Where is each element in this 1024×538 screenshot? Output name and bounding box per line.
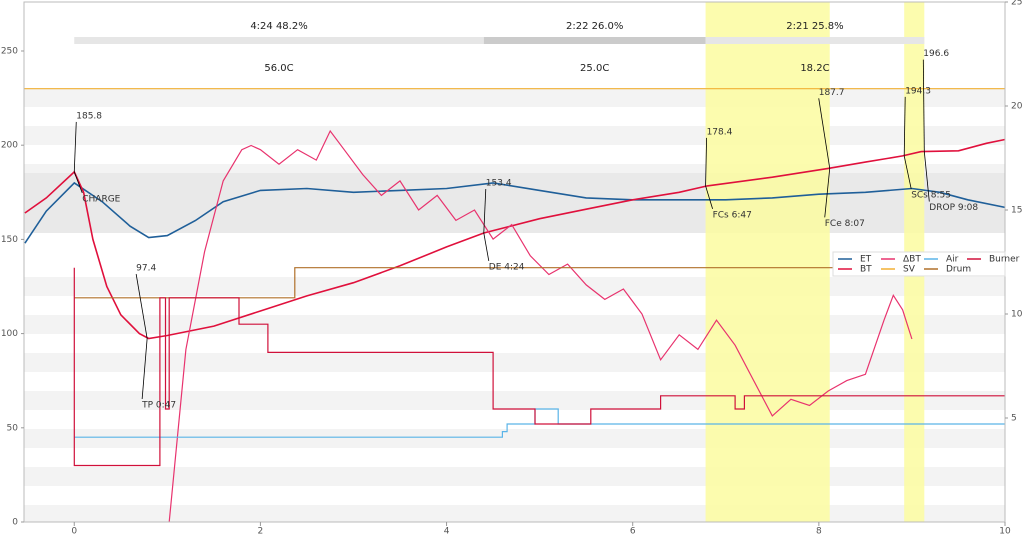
- event-temp: 153.4: [486, 178, 512, 188]
- series-line: [168, 129, 913, 523]
- event-leader: [922, 59, 925, 152]
- x-tick-label: 8: [816, 527, 822, 537]
- legend-label: Burner: [989, 255, 1020, 265]
- x-tick-label: 10: [999, 527, 1011, 537]
- phase-temp: 18.2C: [800, 63, 829, 74]
- series-line: [74, 408, 1005, 438]
- event-leader: [73, 121, 77, 172]
- legend-label: ΔBT: [903, 255, 921, 265]
- y-tick-label: 150: [1, 235, 18, 245]
- y-tick-label: 100: [1, 329, 18, 339]
- event-leader: [135, 273, 148, 339]
- event-leader: [818, 98, 831, 169]
- y-tick-label: 200: [1, 141, 18, 151]
- legend-label: Air: [946, 255, 959, 265]
- event-leader: [903, 96, 906, 156]
- background-stripes: [24, 88, 1005, 522]
- y-tick-label: 50: [7, 423, 19, 433]
- event-leader: [141, 338, 148, 400]
- legend-box: [832, 251, 1006, 277]
- phase-bar: [705, 37, 925, 44]
- event-leader: [923, 151, 930, 202]
- y-tick-label: 250: [1, 46, 18, 56]
- event-temp: 185.8: [76, 111, 102, 121]
- event-label: DE 4:24: [489, 262, 525, 272]
- event-temp: 194.3: [905, 86, 931, 96]
- event-label: TP 0:47: [141, 401, 176, 411]
- x-tick-label: 4: [444, 527, 450, 537]
- event-leader: [824, 168, 831, 218]
- event-leader: [483, 232, 490, 262]
- x-tick-label: 2: [258, 527, 264, 537]
- event-temp: 97.4: [136, 264, 156, 274]
- y-tick-label: 0: [12, 518, 18, 528]
- event-leader: [705, 185, 713, 210]
- event-leader: [73, 171, 83, 194]
- event-temp: 196.6: [923, 49, 949, 59]
- event-label: FCe 8:07: [825, 219, 865, 229]
- event-leader: [903, 155, 912, 190]
- legend-label: BT: [860, 265, 872, 275]
- y2-tick-label: 15: [1011, 206, 1022, 216]
- y2-tick-label: 5: [1011, 414, 1017, 424]
- y2-tick-label: 25: [1011, 0, 1022, 8]
- phase-label: 2:22 26.0%: [566, 21, 623, 32]
- legend-label: Drum: [946, 265, 971, 275]
- legend-label: ET: [860, 255, 872, 265]
- event-temp: 178.4: [707, 127, 733, 137]
- series-line: [73, 267, 1005, 467]
- event-leader: [483, 188, 487, 234]
- series-line: [24, 181, 1006, 244]
- phase-label: 4:24 48.2%: [250, 21, 307, 32]
- x-tick-label: 6: [630, 527, 636, 537]
- phase-label: 2:21 25.8%: [786, 21, 843, 32]
- event-leader: [705, 137, 707, 186]
- event-temp: 187.7: [819, 88, 845, 98]
- x-tick-label: 0: [71, 527, 77, 537]
- event-label: SCs 8:55: [911, 190, 951, 200]
- event-label: FCs 6:47: [713, 210, 752, 220]
- legend-label: SV: [903, 265, 916, 275]
- y2-tick-label: 10: [1011, 310, 1023, 320]
- event-label: DROP 9:08: [929, 203, 978, 213]
- event-label: CHARGE: [82, 194, 120, 204]
- plot: [24, 59, 1006, 523]
- phase-highlight: [705, 2, 830, 522]
- phase-bar: [74, 37, 484, 44]
- phase-temp: 25.0C: [580, 63, 609, 74]
- phase-temp: 56.0C: [264, 63, 293, 74]
- phase-bar: [483, 37, 706, 44]
- series-line: [24, 138, 1006, 340]
- y2-tick-label: 20: [1011, 102, 1023, 112]
